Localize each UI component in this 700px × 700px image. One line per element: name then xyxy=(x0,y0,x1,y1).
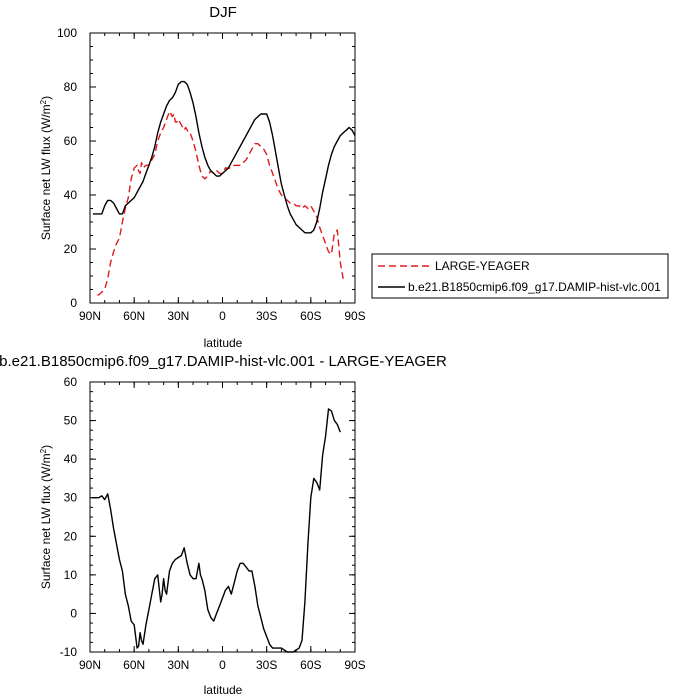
bottom-y-tick-label: 40 xyxy=(64,452,78,466)
bottom-x-tick-label: 90S xyxy=(344,658,365,672)
top-x-tick-label: 60S xyxy=(300,309,321,323)
bottom-y-tick-label: -10 xyxy=(60,645,78,659)
top-x-tick-label: 30S xyxy=(256,309,277,323)
bottom-y-tick-label: 0 xyxy=(70,606,77,620)
bottom-y-tick-label: 10 xyxy=(64,568,78,582)
bottom-y-tick-label: 50 xyxy=(64,414,78,428)
bottom-panel: b.e21.B1850cmip6.f09_g17.DAMIP-hist-vlc.… xyxy=(0,353,447,697)
bottom-x-tick-label: 30S xyxy=(256,658,277,672)
top-x-axis-label: latitude xyxy=(204,336,243,350)
top-y-tick-label: 40 xyxy=(64,188,78,202)
top-x-tick-label: 60N xyxy=(123,309,145,323)
top-y-tick-label: 80 xyxy=(64,80,78,94)
top-series-line-1 xyxy=(92,80,356,234)
bottom-x-tick-label: 60N xyxy=(123,658,145,672)
top-chart-title: DJF xyxy=(209,4,237,21)
top-x-tick-label: 0 xyxy=(219,309,226,323)
bottom-x-tick-label: 60S xyxy=(300,658,321,672)
top-plot-area: 90N 60N 30N 0 30S 60S 90S 0 20 40 60 80 100 xyxy=(57,26,366,323)
bottom-x-tick-label: 90N xyxy=(79,658,101,672)
top-x-tick-label: 30N xyxy=(167,309,189,323)
legend-label-large-yeager: LARGE-YEAGER xyxy=(435,259,530,273)
top-series-line-0 xyxy=(97,110,344,296)
bottom-plot-area: 90N 60N 30N 0 30S 60S 90S -10 0 10 20 30 40 50 60 xyxy=(60,375,366,672)
top-y-tick-label: 100 xyxy=(57,26,77,40)
bottom-x-tick-label: 30N xyxy=(167,658,189,672)
top-panel: DJF 90N 60N 30N 0 30S 60S 90S 0 20 40 60 80 100 lati… xyxy=(39,4,366,350)
top-y-tick-label: 60 xyxy=(64,134,78,148)
top-x-tick-label: 90N xyxy=(79,309,101,323)
legend: LARGE-YEAGER b.e21.B1850cmip6.f09_g17.DA… xyxy=(371,253,669,299)
bottom-chart-title: b.e21.B1850cmip6.f09_g17.DAMIP-hist-vlc.… xyxy=(0,353,447,370)
bottom-x-tick-label: 0 xyxy=(219,658,226,672)
top-y-tick-label: 0 xyxy=(70,296,77,310)
legend-label-damip: b.e21.B1850cmip6.f09_g17.DAMIP-hist-vlc.… xyxy=(408,280,661,294)
bottom-x-axis-label: latitude xyxy=(204,683,243,697)
bottom-y-tick-label: 20 xyxy=(64,529,78,543)
top-x-tick-label: 90S xyxy=(344,309,365,323)
legend-box xyxy=(371,253,669,299)
bottom-y-axis-label: Surface net LW flux (W/m2) xyxy=(39,445,54,589)
bottom-y-tick-label: 30 xyxy=(64,491,78,505)
top-y-axis-label: Surface net LW flux (W/m2) xyxy=(39,96,54,240)
top-y-tick-label: 20 xyxy=(64,242,78,256)
bottom-series-line-0 xyxy=(92,408,341,653)
top-plot-frame xyxy=(89,32,356,304)
bottom-y-tick-label: 60 xyxy=(64,375,78,389)
